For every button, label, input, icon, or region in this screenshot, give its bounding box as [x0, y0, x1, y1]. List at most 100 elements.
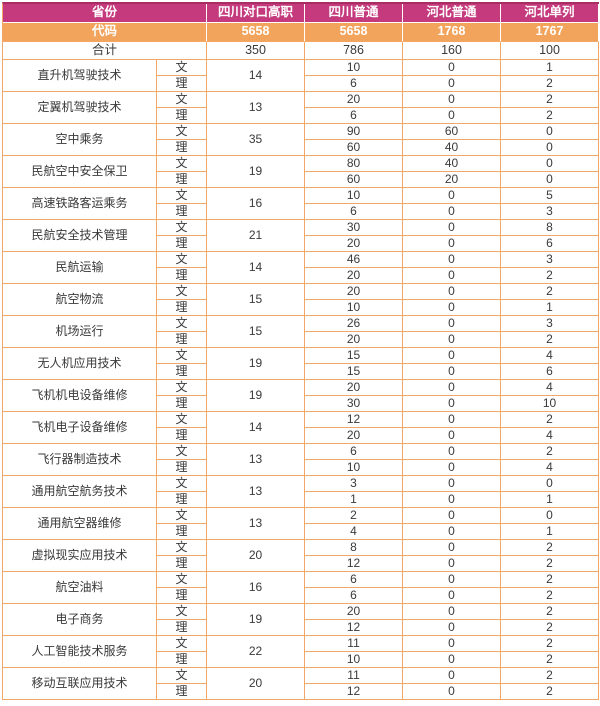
- track-label-arts: 文: [157, 572, 208, 588]
- value-cell-arts-0: 6: [305, 572, 404, 588]
- value-cell-science-2: 1: [501, 300, 600, 316]
- value-cell-arts-0: 46: [305, 252, 404, 268]
- major-name: 通用航空航务技术: [3, 476, 157, 508]
- value-cell-science-2: 6: [501, 364, 600, 380]
- majors-body: 直升机驾驶技术文 14 10 0 1 理 6 0 2 定翼机驾驶技术文 13 20 0 2 理 6 0 2 空中乘务…: [3, 60, 600, 700]
- value-cell-arts-1: 0: [403, 60, 502, 76]
- major-name: 飞机机电设备维修: [3, 380, 157, 412]
- track-label-science: 理: [157, 588, 208, 604]
- value-cell-arts-0: 10: [305, 60, 404, 76]
- value-cell-science-1: 0: [403, 556, 502, 572]
- value-cell-arts-2: 2: [501, 92, 600, 108]
- major-row-science: 理 20 0 6: [3, 236, 600, 252]
- value-cell-science-2: 0: [501, 172, 600, 188]
- sichuan-duikou-value: 13: [207, 476, 306, 508]
- header-col-sichuan-general: 四川普通: [305, 4, 404, 23]
- major-name: 移动互联应用技术: [3, 668, 157, 700]
- total-label: 合计: [3, 42, 208, 60]
- track-label-science: 理: [157, 300, 208, 316]
- value-cell-arts-0: 6: [305, 444, 404, 460]
- value-cell-science-1: 20: [403, 172, 502, 188]
- major-row-arts: 飞机电子设备维修文 14 12 0 2: [3, 412, 600, 444]
- value-cell-arts-2: 2: [501, 668, 600, 684]
- value-cell-science-2: 2: [501, 76, 600, 92]
- major-row-science: 理 10 0 4: [3, 460, 600, 476]
- value-cell-arts-0: 90: [305, 124, 404, 140]
- value-cell-arts-2: 0: [501, 476, 600, 492]
- value-cell-science-0: 6: [305, 204, 404, 220]
- track-label-science: 理: [157, 236, 208, 252]
- value-cell-science-1: 40: [403, 140, 502, 156]
- track-label-science: 理: [157, 204, 208, 220]
- track-label-arts: 文: [157, 92, 208, 108]
- value-cell-science-0: 10: [305, 460, 404, 476]
- value-cell-science-1: 0: [403, 108, 502, 124]
- major-name: 电子商务: [3, 604, 157, 636]
- value-cell-arts-2: 2: [501, 540, 600, 556]
- value-cell-arts-2: 0: [501, 508, 600, 524]
- track-label-science: 理: [157, 460, 208, 476]
- value-cell-arts-2: 8: [501, 220, 600, 236]
- value-cell-arts-2: 4: [501, 348, 600, 364]
- major-name: 直升机驾驶技术: [3, 60, 157, 92]
- value-cell-science-1: 0: [403, 588, 502, 604]
- value-cell-arts-2: 4: [501, 380, 600, 396]
- sichuan-duikou-value: 22: [207, 636, 306, 668]
- sichuan-duikou-value: 13: [207, 508, 306, 540]
- track-label-science: 理: [157, 556, 208, 572]
- track-label-science: 理: [157, 396, 208, 412]
- sichuan-duikou-value: 19: [207, 348, 306, 380]
- value-cell-arts-0: 15: [305, 348, 404, 364]
- value-cell-science-1: 0: [403, 268, 502, 284]
- value-cell-science-0: 10: [305, 652, 404, 668]
- value-cell-arts-1: 0: [403, 252, 502, 268]
- value-cell-science-2: 1: [501, 492, 600, 508]
- major-name: 高速铁路客运乘务: [3, 188, 157, 220]
- sichuan-duikou-value: 20: [207, 668, 306, 700]
- value-cell-science-1: 0: [403, 524, 502, 540]
- value-cell-science-0: 6: [305, 108, 404, 124]
- value-cell-science-1: 0: [403, 364, 502, 380]
- sichuan-duikou-value: 16: [207, 188, 306, 220]
- value-cell-science-0: 15: [305, 364, 404, 380]
- sichuan-duikou-value: 15: [207, 316, 306, 348]
- sichuan-duikou-value: 20: [207, 540, 306, 572]
- track-label-arts: 文: [157, 220, 208, 236]
- track-label-arts: 文: [157, 284, 208, 300]
- major-name: 空中乘务: [3, 124, 157, 156]
- value-cell-arts-2: 0: [501, 156, 600, 172]
- sichuan-duikou-value: 13: [207, 444, 306, 476]
- value-cell-science-0: 12: [305, 684, 404, 700]
- value-cell-science-0: 10: [305, 300, 404, 316]
- major-row-science: 理 12 0 2: [3, 684, 600, 700]
- sichuan-duikou-value: 21: [207, 220, 306, 252]
- value-cell-arts-1: 0: [403, 92, 502, 108]
- track-label-science: 理: [157, 652, 208, 668]
- track-label-science: 理: [157, 428, 208, 444]
- value-cell-science-1: 0: [403, 652, 502, 668]
- value-cell-science-2: 2: [501, 332, 600, 348]
- value-cell-arts-0: 20: [305, 92, 404, 108]
- track-label-arts: 文: [157, 252, 208, 268]
- value-cell-arts-0: 20: [305, 284, 404, 300]
- track-label-arts: 文: [157, 316, 208, 332]
- major-row-arts: 航空油料文 16 6 0 2: [3, 572, 600, 604]
- major-name: 航空油料: [3, 572, 157, 604]
- value-cell-science-0: 20: [305, 332, 404, 348]
- major-row-science: 理 60 40 0: [3, 140, 600, 156]
- track-label-arts: 文: [157, 412, 208, 428]
- value-cell-arts-0: 11: [305, 636, 404, 652]
- value-cell-arts-2: 2: [501, 284, 600, 300]
- value-cell-science-0: 60: [305, 140, 404, 156]
- major-row-science: 理 60 20 0: [3, 172, 600, 188]
- major-row-arts: 虚拟现实应用技术文 20 8 0 2: [3, 540, 600, 572]
- value-cell-science-2: 4: [501, 460, 600, 476]
- track-label-arts: 文: [157, 668, 208, 684]
- major-name: 民航安全技术管理: [3, 220, 157, 252]
- header-col-hebei-general: 河北普通: [403, 4, 502, 23]
- track-label-science: 理: [157, 108, 208, 124]
